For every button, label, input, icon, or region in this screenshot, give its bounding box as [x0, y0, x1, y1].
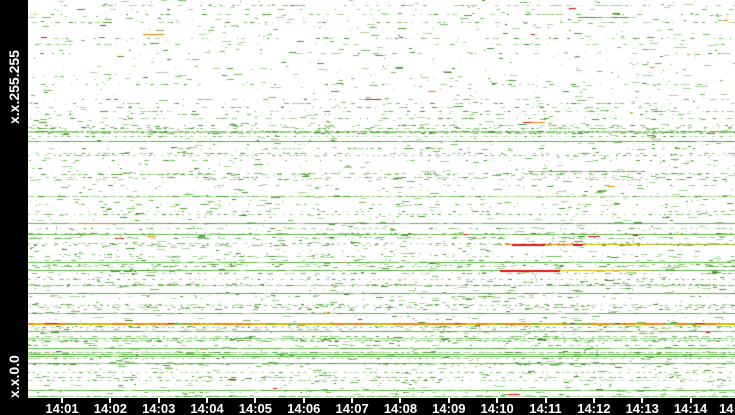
x-axis-tick-mark	[689, 398, 692, 403]
x-axis-tick-label: 14:11	[529, 401, 562, 415]
x-axis-tick-mark	[641, 398, 644, 403]
x-axis-tick-mark	[157, 398, 160, 403]
x-axis-bar: 14 14:01 14:02 14:03 14:04 14:05 14:06 14:07 14…	[0, 398, 735, 415]
traffic-scatter-plot	[28, 0, 735, 398]
x-axis-tick-label: 14:05	[238, 401, 273, 415]
x-axis-tick-mark	[399, 398, 402, 403]
x-axis-tick-mark	[496, 398, 499, 403]
x-axis-tick-label: 14:07	[335, 401, 369, 415]
x-axis-tick-label: 14:02	[93, 401, 127, 415]
x-axis-tick-mark	[302, 398, 305, 403]
x-axis-tick-label: 14:14	[673, 401, 708, 415]
y-axis-bottom-label: x.x.0.0	[6, 355, 22, 398]
x-axis-tick-label: 14:10	[480, 401, 514, 415]
x-axis-tick-label: 14:08	[383, 401, 418, 415]
x-axis-tick-label: 14:09	[432, 401, 466, 415]
x-axis-tick-mark	[447, 398, 450, 403]
x-axis-tick-mark	[351, 398, 354, 403]
x-axis-tick-label: 14:03	[142, 401, 176, 415]
x-axis-tick-mark	[61, 398, 63, 403]
y-axis-bar: x.x.255.255 x.x.0.0	[0, 0, 28, 398]
x-axis-tick-mark	[109, 398, 112, 403]
x-axis-tick-label: 14:13	[625, 401, 659, 415]
x-axis-tick-mark	[544, 398, 547, 403]
x-axis-tick-label: 14:01	[45, 401, 79, 415]
x-axis-partial-label: 14	[719, 401, 734, 415]
x-axis-tick-mark	[206, 398, 209, 403]
x-axis-tick-label: 14:06	[287, 401, 321, 415]
x-axis-tick-label: 14:04	[190, 401, 224, 415]
y-axis-top-label: x.x.255.255	[6, 50, 22, 124]
x-axis-tick-mark	[592, 398, 595, 403]
x-axis-tick-mark	[254, 398, 257, 403]
x-axis-tick-label: 14:12	[577, 401, 611, 415]
